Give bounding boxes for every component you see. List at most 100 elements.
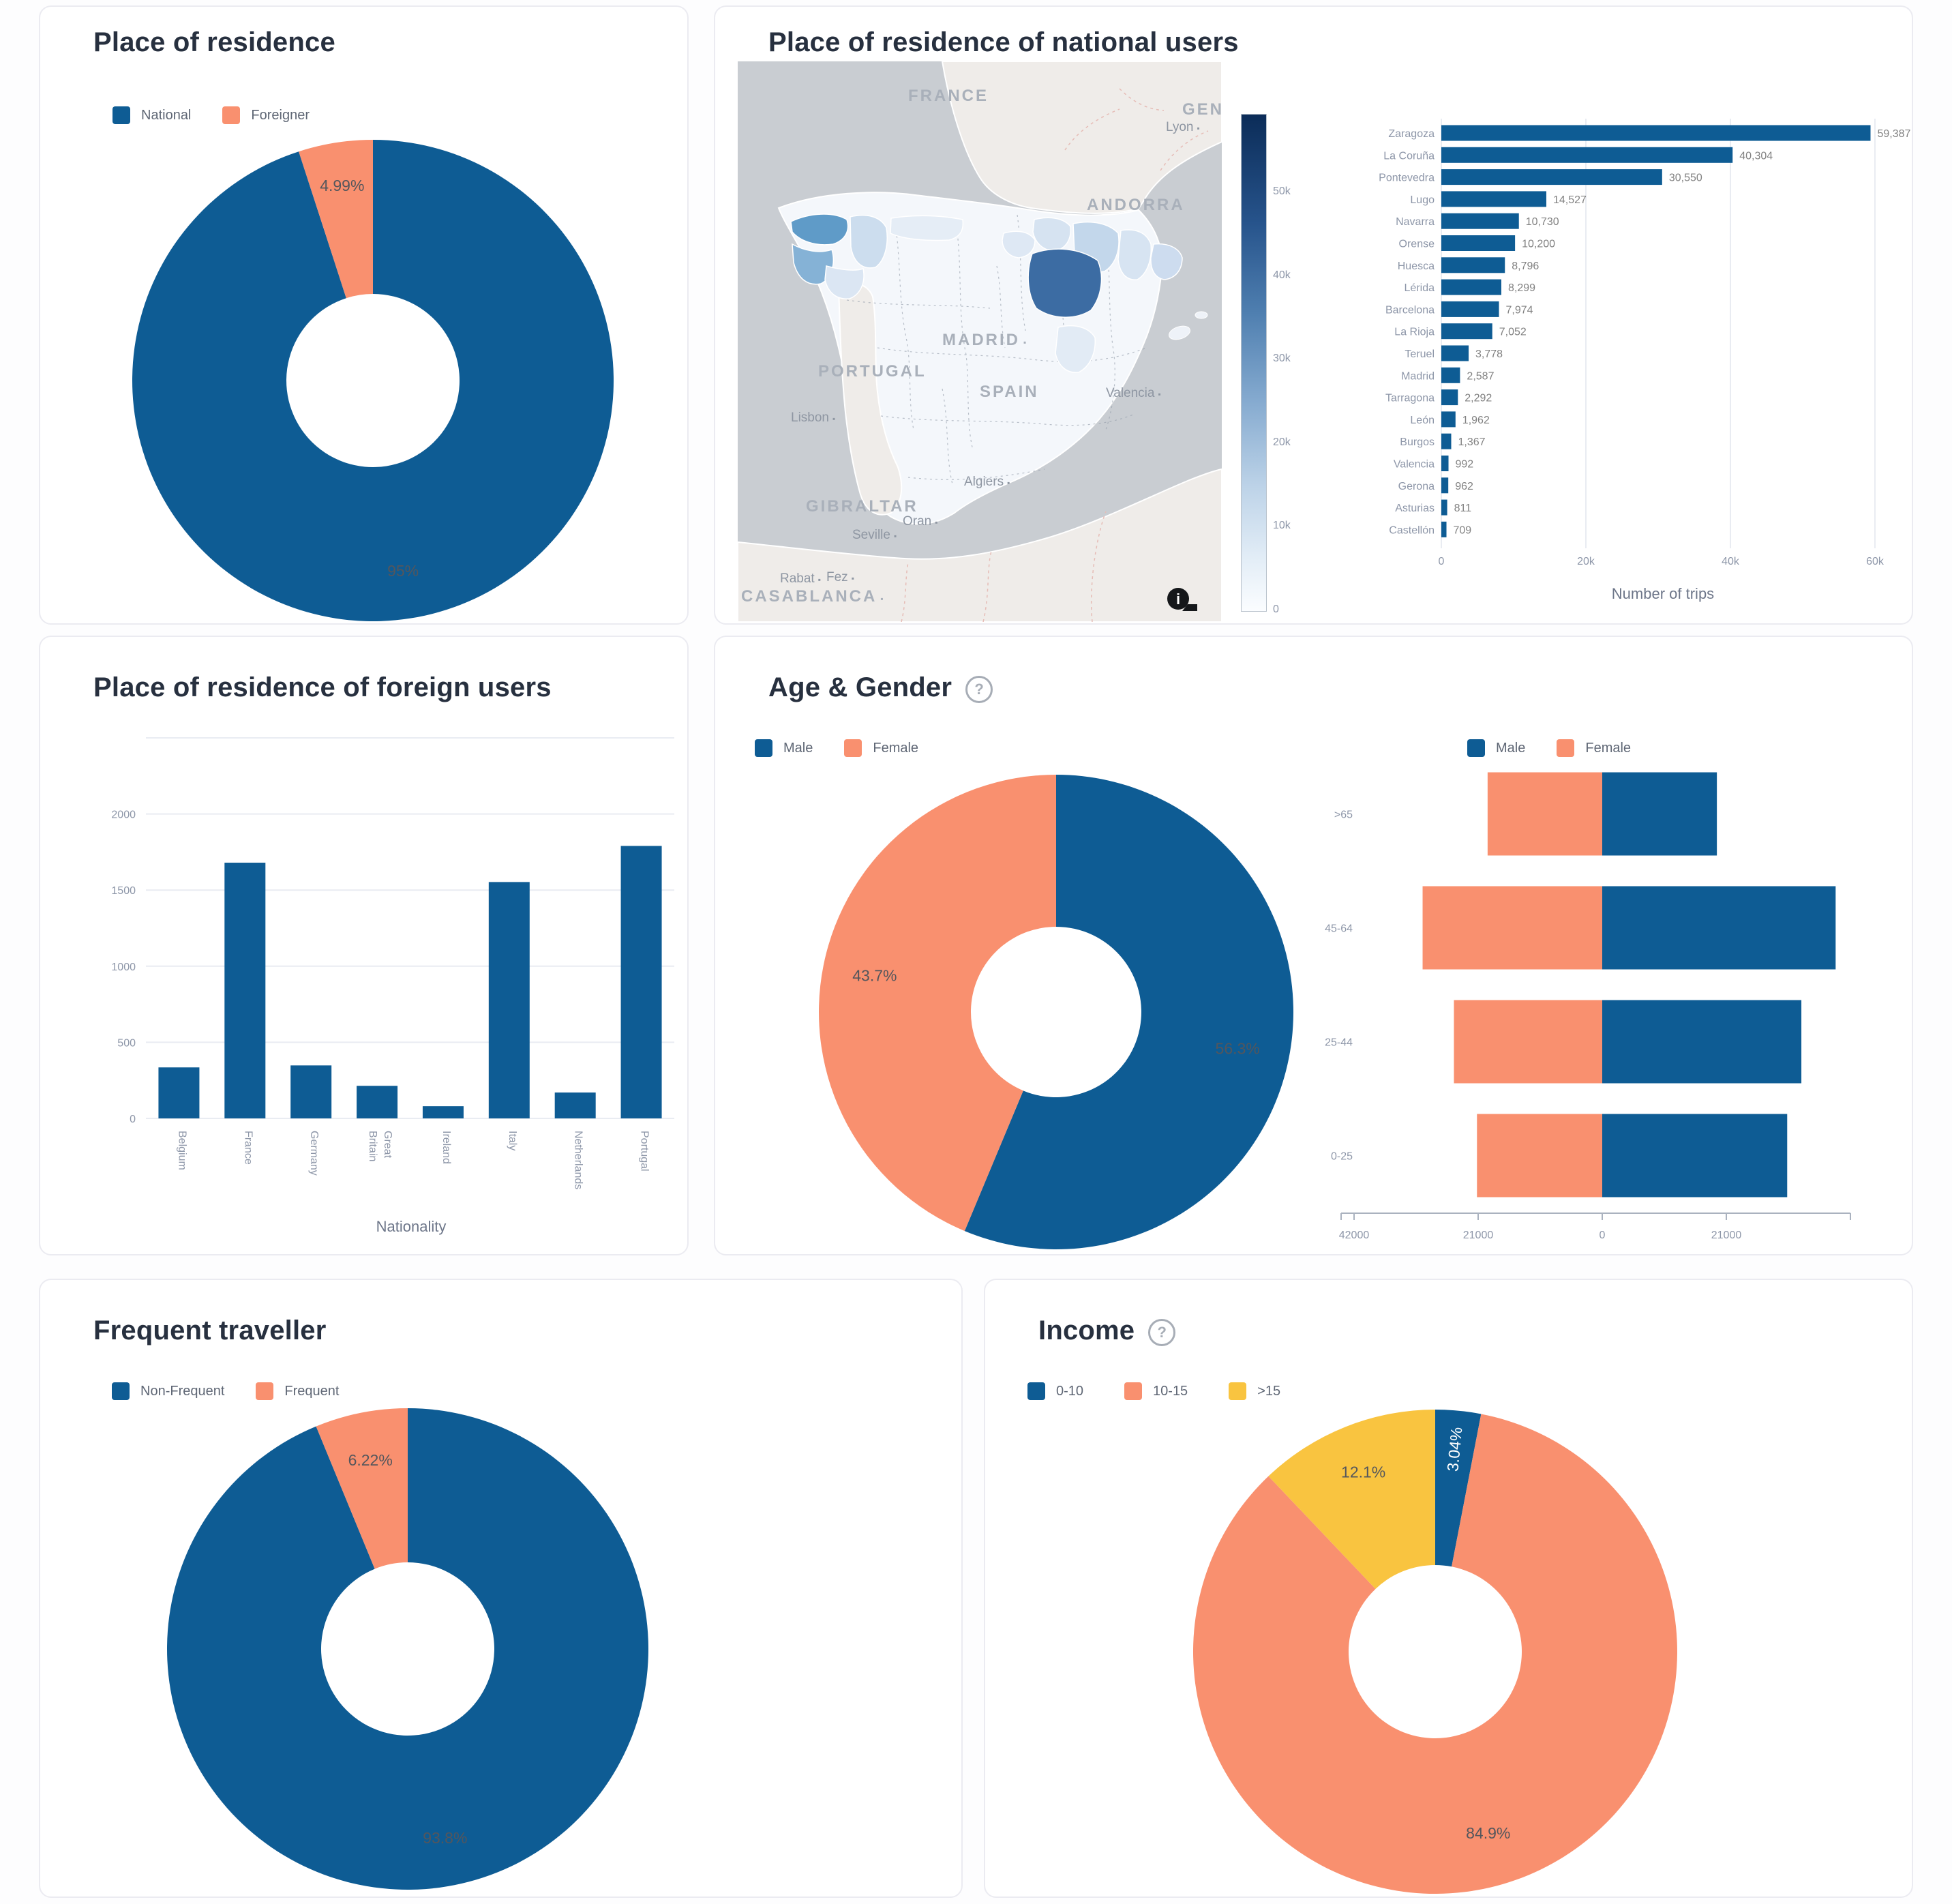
national-users-bar-chart[interactable]: 0 20k 40k 60k Zaragoza 59,387 La Coruña 40,304 P… [715,7,1915,623]
legend-swatch-frequent [256,1382,274,1400]
bar-Zaragoza[interactable] [1441,125,1871,141]
slice-0-10[interactable] [1435,1410,1482,1567]
legend-swatch-female [1557,739,1575,757]
bar-Orense[interactable] [1441,235,1516,251]
bar-Portugal[interactable] [620,846,662,1118]
legend-item-gt15[interactable]: >15 [1229,1382,1280,1400]
legend-item-10-15[interactable]: 10-15 [1124,1382,1188,1400]
bar-Teruel[interactable] [1441,345,1469,361]
slice-Frequent[interactable] [316,1408,408,1569]
pyramid-female-45-64[interactable] [1422,886,1602,970]
legend-item-male[interactable]: Male [1467,739,1525,757]
bar-France[interactable] [224,863,266,1118]
bar-Lérida[interactable] [1441,279,1501,295]
slice-label-Female: 43.7% [852,967,897,985]
map-province-barcelona[interactable] [1150,243,1183,280]
legend-item-0-10[interactable]: 0-10 [1027,1382,1083,1400]
pyramid-female->65[interactable] [1487,772,1602,856]
bar-Italy[interactable] [488,882,530,1118]
bar-Huesca[interactable] [1441,257,1505,273]
foreign-users-bar-chart[interactable]: 0 500 1000 1500 2000 Belgium France Germany Grea… [40,637,690,1254]
help-icon[interactable]: ? [1148,1318,1176,1346]
bar-Castellón[interactable] [1441,521,1447,537]
donut-place-of-residence[interactable]: 95% 4.99% [40,7,690,623]
pyramid-female-0-25[interactable] [1477,1114,1602,1198]
bar-Gerona[interactable] [1441,477,1449,494]
map-province-lerida[interactable] [1117,229,1152,280]
legend-item-female[interactable]: Female [844,739,918,757]
bar-Burgos[interactable] [1441,433,1452,449]
bar-Germany[interactable] [290,1065,332,1118]
donut-frequent-traveller[interactable]: 93.8% 6.22% [40,1280,964,1896]
bar-category-Portugal: Portugal [639,1131,650,1172]
map-province-asturias[interactable] [890,215,964,241]
bar-Lugo[interactable] [1441,191,1546,207]
legend-label-female: Female [1585,740,1632,756]
bar-value-Orense: 10,200 [1522,239,1555,250]
map-province-la-rioja[interactable] [1002,230,1036,258]
bar-La Coruña[interactable] [1441,147,1733,163]
donut-income[interactable]: 3.04% 84.9% 12.1% [985,1280,1915,1896]
pyramid-male-25-44[interactable] [1602,1000,1802,1084]
bar-category-Gerona: Gerona [1398,481,1435,492]
slice-Female[interactable] [819,775,1056,1232]
pyramid-female-25-44[interactable] [1454,1000,1602,1084]
bar-category-Madrid: Madrid [1401,370,1435,382]
pyramid-male-45-64[interactable] [1602,886,1836,970]
bar-Barcelona[interactable] [1441,301,1499,317]
bar-value-La Coruña: 40,304 [1739,150,1773,162]
legend-item-frequent[interactable]: Frequent [256,1382,339,1400]
bar-category-Tarragona: Tarragona [1385,393,1435,404]
help-icon[interactable]: ? [965,675,993,703]
slice-National[interactable] [132,140,614,621]
map-province-orense[interactable] [824,265,865,299]
bar-León[interactable] [1441,411,1456,428]
bar-category-León: León [1410,415,1435,426]
bar-Valencia[interactable] [1441,456,1449,471]
map-label-MADRID: MADRID ▪ [942,331,1028,349]
donut-age-gender[interactable]: 56.3% 43.7% [715,637,1431,1254]
map-province-navarra[interactable] [1032,217,1072,252]
bar-Ireland[interactable] [422,1106,464,1118]
map-attribution-icon[interactable]: i [1167,588,1197,611]
bar-Navarra[interactable] [1441,213,1519,229]
colorbar-tick: 30k [1273,353,1291,365]
slice-Male[interactable] [964,775,1293,1249]
map-province-zaragoza[interactable] [1027,248,1102,318]
bar-Asturias[interactable] [1441,499,1447,516]
slice-10-15[interactable] [1193,1414,1677,1894]
bar-Pontevedra[interactable] [1441,169,1662,185]
age-gender-pyramid[interactable]: >65 45-64 25-44 0-25 42000 21000 0 21000 [715,637,1915,1254]
map-region-france [941,61,1222,214]
slice-Non-Frequent[interactable] [166,1408,648,1890]
legend-item-foreigner[interactable]: Foreigner [222,106,310,124]
map-province-la-coruna[interactable] [790,213,849,246]
pyramid-male-0-25[interactable] [1602,1114,1788,1198]
legend-item-female[interactable]: Female [1557,739,1631,757]
slice-Foreigner[interactable] [299,140,373,299]
bar-La Rioja[interactable] [1441,323,1492,340]
svg-text:20k: 20k [1577,556,1595,567]
map-province-lugo[interactable] [850,215,888,269]
bar-Belgium[interactable] [158,1067,200,1118]
bar-Madrid[interactable] [1441,367,1460,383]
map-colorbar[interactable] [1241,114,1267,612]
svg-text:1500: 1500 [111,885,136,897]
svg-text:1000: 1000 [111,962,136,973]
slice->15[interactable] [1268,1410,1435,1589]
bar-Netherlands[interactable] [554,1092,596,1118]
bar-Tarragona[interactable] [1441,389,1458,406]
legend-item-male[interactable]: Male [755,739,813,757]
legend-label-non-frequent: Non-Frequent [140,1383,225,1399]
bar-category-Belgium: Belgium [176,1131,187,1170]
bar-value-Barcelona: 7,974 [1506,304,1533,316]
bar-Great Britain[interactable] [357,1086,398,1118]
card-title-national-users: Place of residence of national users [768,27,1239,57]
national-bars-xlabel: Number of trips [1611,585,1715,602]
pyramid-male->65[interactable] [1602,772,1717,856]
legend-item-national[interactable]: National [112,106,191,124]
legend-item-non-frequent[interactable]: Non-Frequent [112,1382,224,1400]
map-province-teruel[interactable] [1055,325,1096,373]
